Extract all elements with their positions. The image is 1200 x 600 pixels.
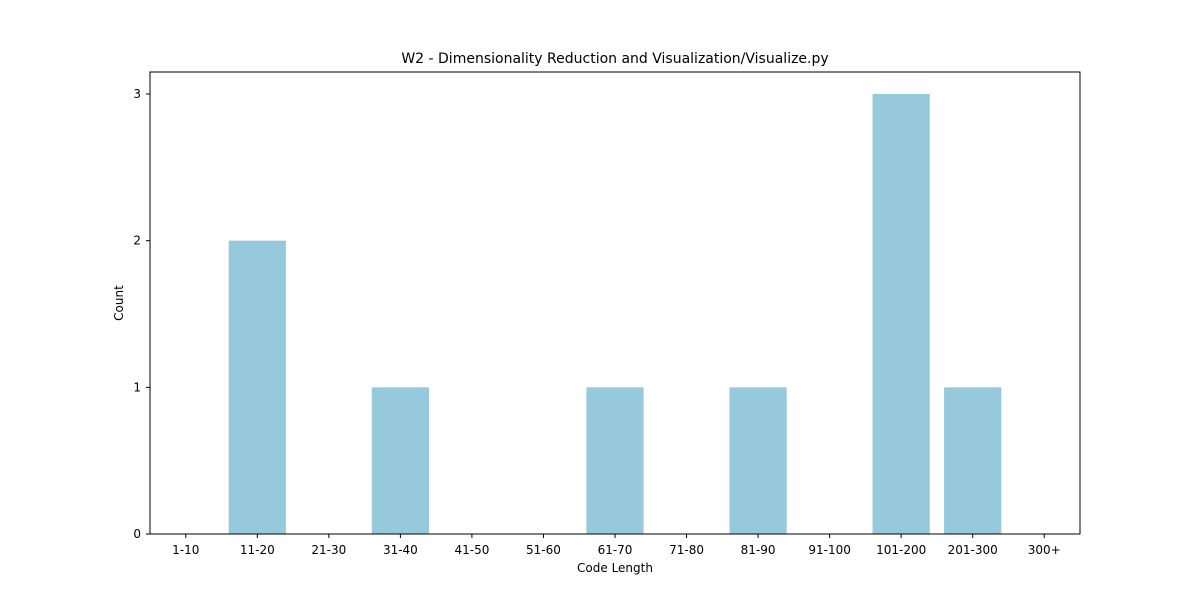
bars-layer xyxy=(228,94,1002,534)
x-tick-label: 81-90 xyxy=(741,543,776,557)
bar-31-40 xyxy=(371,387,429,534)
bar-61-70 xyxy=(586,387,644,534)
x-axis: 1-10 11-20 21-30 31-40 41-50 51-60 61-70 71-80 8… xyxy=(172,534,1061,557)
x-axis-label: Code Length xyxy=(577,561,653,575)
y-axis-label: Count xyxy=(112,285,126,321)
bar-101-200 xyxy=(872,94,930,534)
x-tick-label: 91-100 xyxy=(808,543,851,557)
chart-title: W2 - Dimensionality Reduction and Visual… xyxy=(401,51,828,67)
x-tick-label: 1-10 xyxy=(172,543,199,557)
y-tick-label: 0 xyxy=(133,527,141,541)
bar-201-300 xyxy=(944,387,1002,534)
x-tick-label: 31-40 xyxy=(383,543,418,557)
y-tick-label: 3 xyxy=(133,87,141,101)
x-tick-label: 51-60 xyxy=(526,543,561,557)
x-tick-label: 41-50 xyxy=(454,543,489,557)
x-tick-label: 11-20 xyxy=(240,543,275,557)
x-tick-label: 61-70 xyxy=(598,543,633,557)
bar-81-90 xyxy=(729,387,787,534)
bar-11-20 xyxy=(228,240,286,534)
x-tick-label: 101-200 xyxy=(876,543,926,557)
x-tick-label: 300+ xyxy=(1028,543,1061,557)
x-tick-label: 201-300 xyxy=(948,543,998,557)
plot-frame xyxy=(149,71,1081,535)
y-tick-label: 2 xyxy=(133,234,141,248)
x-tick-label: 71-80 xyxy=(669,543,704,557)
y-tick-label: 1 xyxy=(133,380,141,394)
x-tick-label: 21-30 xyxy=(311,543,346,557)
y-axis: 0 1 2 3 xyxy=(133,87,150,541)
